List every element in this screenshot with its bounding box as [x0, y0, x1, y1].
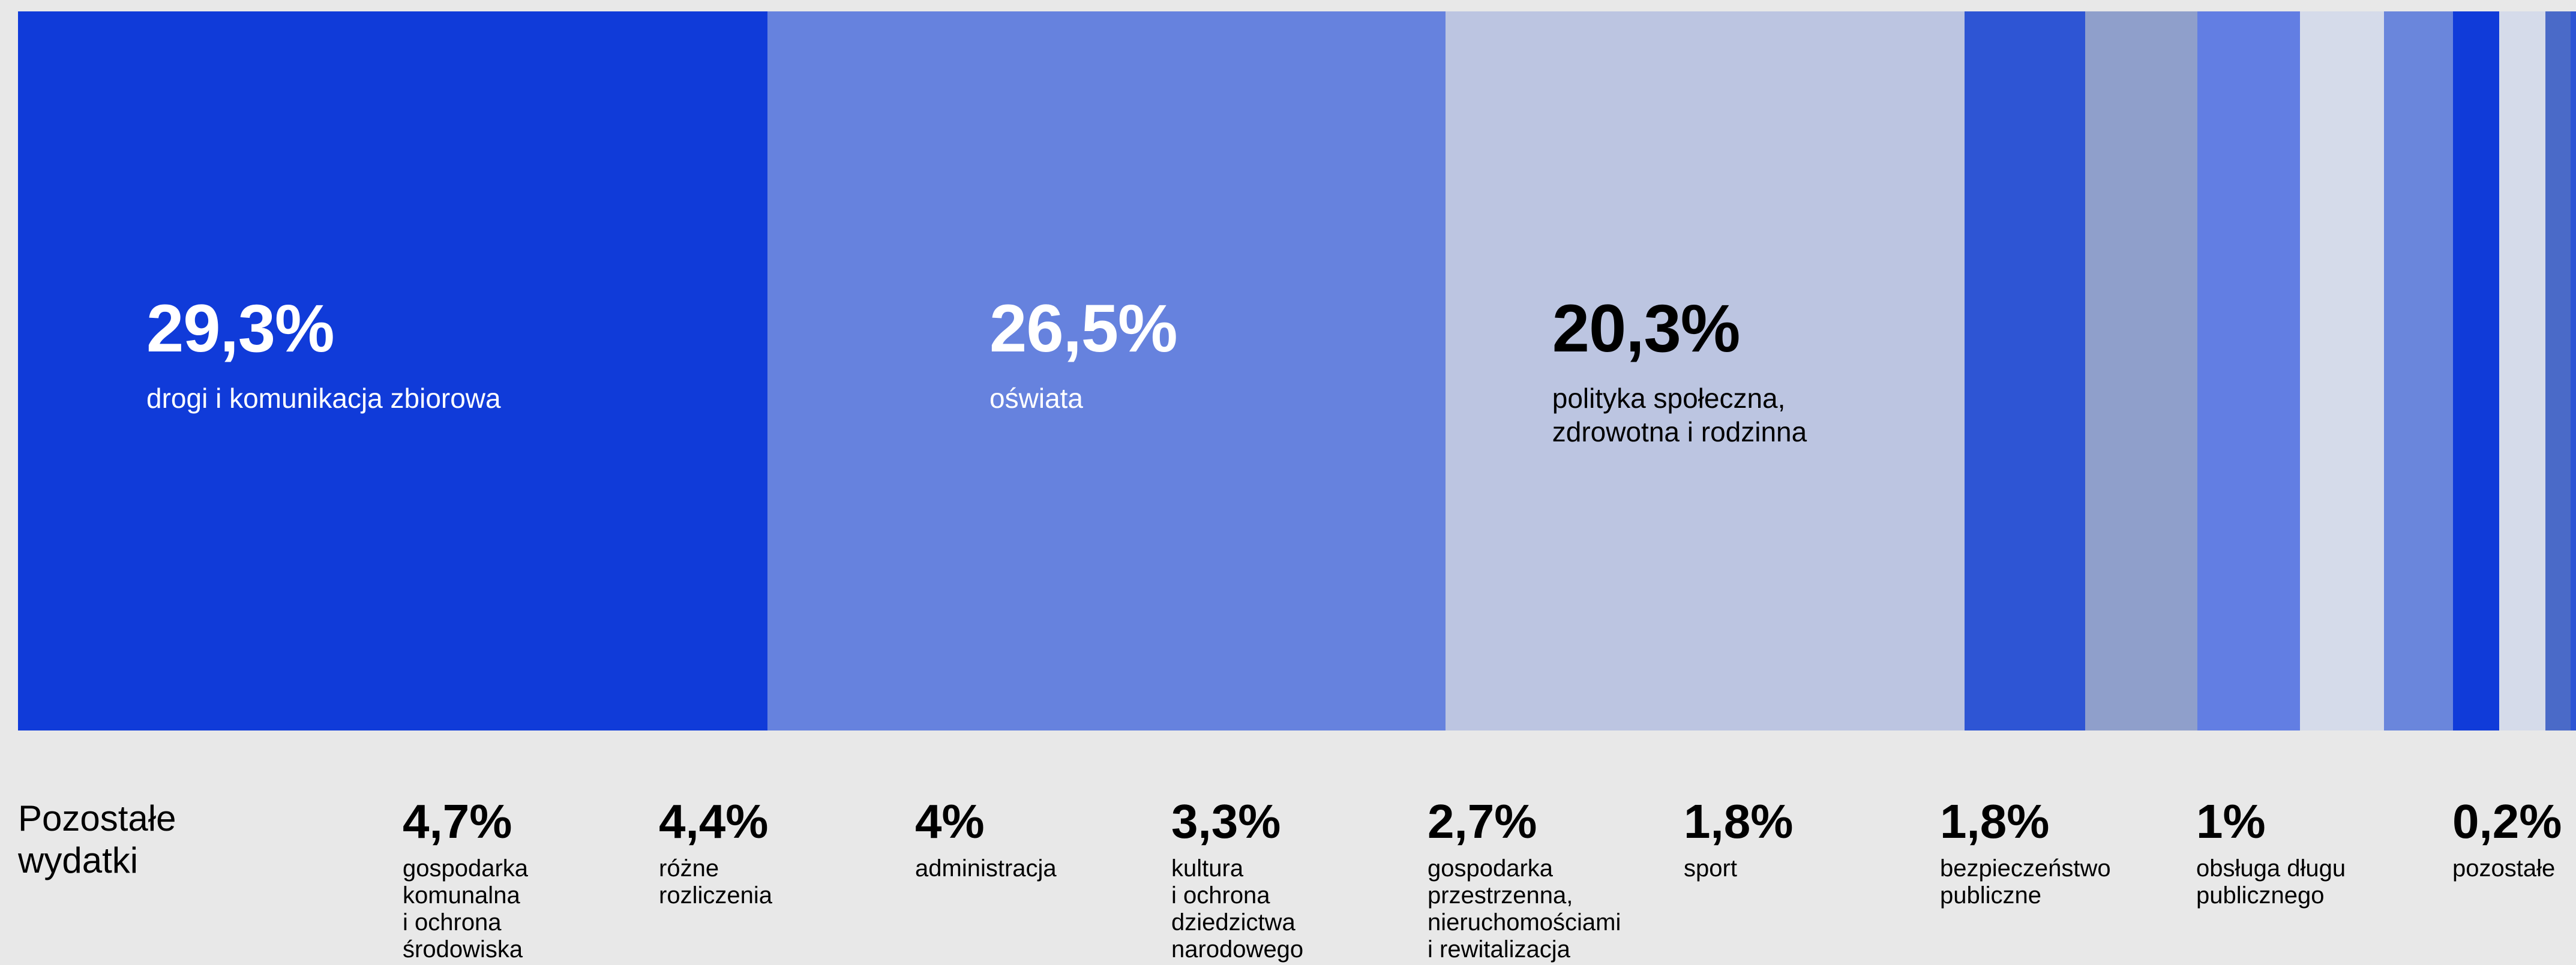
- bar-segment: [2571, 11, 2576, 730]
- bar-segment: [767, 11, 1446, 730]
- segment-category-label: polityka społeczna, zdrowotna i rodzinna: [1552, 383, 1807, 447]
- bar-segment: [2197, 11, 2300, 730]
- segment-value-label: 20,3%: [1552, 291, 1741, 366]
- other-category-label: sport: [1684, 855, 1737, 882]
- bar-segment: [2085, 11, 2198, 730]
- segment-value-label: 29,3%: [146, 291, 335, 366]
- segment-category-label: drogi i komunikacja zbiorowa: [146, 383, 501, 414]
- other-value-label: 0,2%: [2452, 795, 2562, 848]
- other-category-label: pozostałe: [2452, 855, 2556, 882]
- bar-segment: [2545, 11, 2571, 730]
- other-category-label: obsługa długu publicznego: [2196, 855, 2346, 909]
- other-category-label: różne rozliczenia: [659, 855, 772, 909]
- bar-segment: [2453, 11, 2500, 730]
- segment-value-label: 26,5%: [989, 291, 1178, 366]
- bar-segment: [18, 11, 768, 730]
- other-category-label: administracja: [915, 855, 1057, 882]
- other-value-label: 3,3%: [1171, 795, 1281, 848]
- bar-segment: [1445, 11, 1965, 730]
- other-category-label: kultura i ochrona dziedzictwa narodowego: [1171, 855, 1304, 963]
- other-value-label: 1,8%: [1940, 795, 2050, 848]
- bar-segment: [2499, 11, 2545, 730]
- other-value-label: 2,7%: [1428, 795, 1537, 848]
- segment-category-label: oświata: [989, 383, 1084, 414]
- other-value-label: 4,4%: [659, 795, 769, 848]
- bar-segment: [2299, 11, 2385, 730]
- other-value-label: 4,7%: [403, 795, 512, 848]
- other-category-label: bezpieczeństwo publiczne: [1940, 855, 2111, 909]
- bar-segment: [1965, 11, 2085, 730]
- other-value-label: 1,8%: [1684, 795, 1794, 848]
- other-category-label: gospodarka przestrzenna, nieruchomościam…: [1428, 855, 1621, 963]
- others-title: Pozostałe wydatki: [18, 798, 176, 880]
- other-category-label: gospodarka komunalna i ochrona środowisk…: [403, 855, 529, 963]
- other-value-label: 1%: [2196, 795, 2266, 848]
- bar-segment: [2384, 11, 2454, 730]
- other-value-label: 4%: [915, 795, 985, 848]
